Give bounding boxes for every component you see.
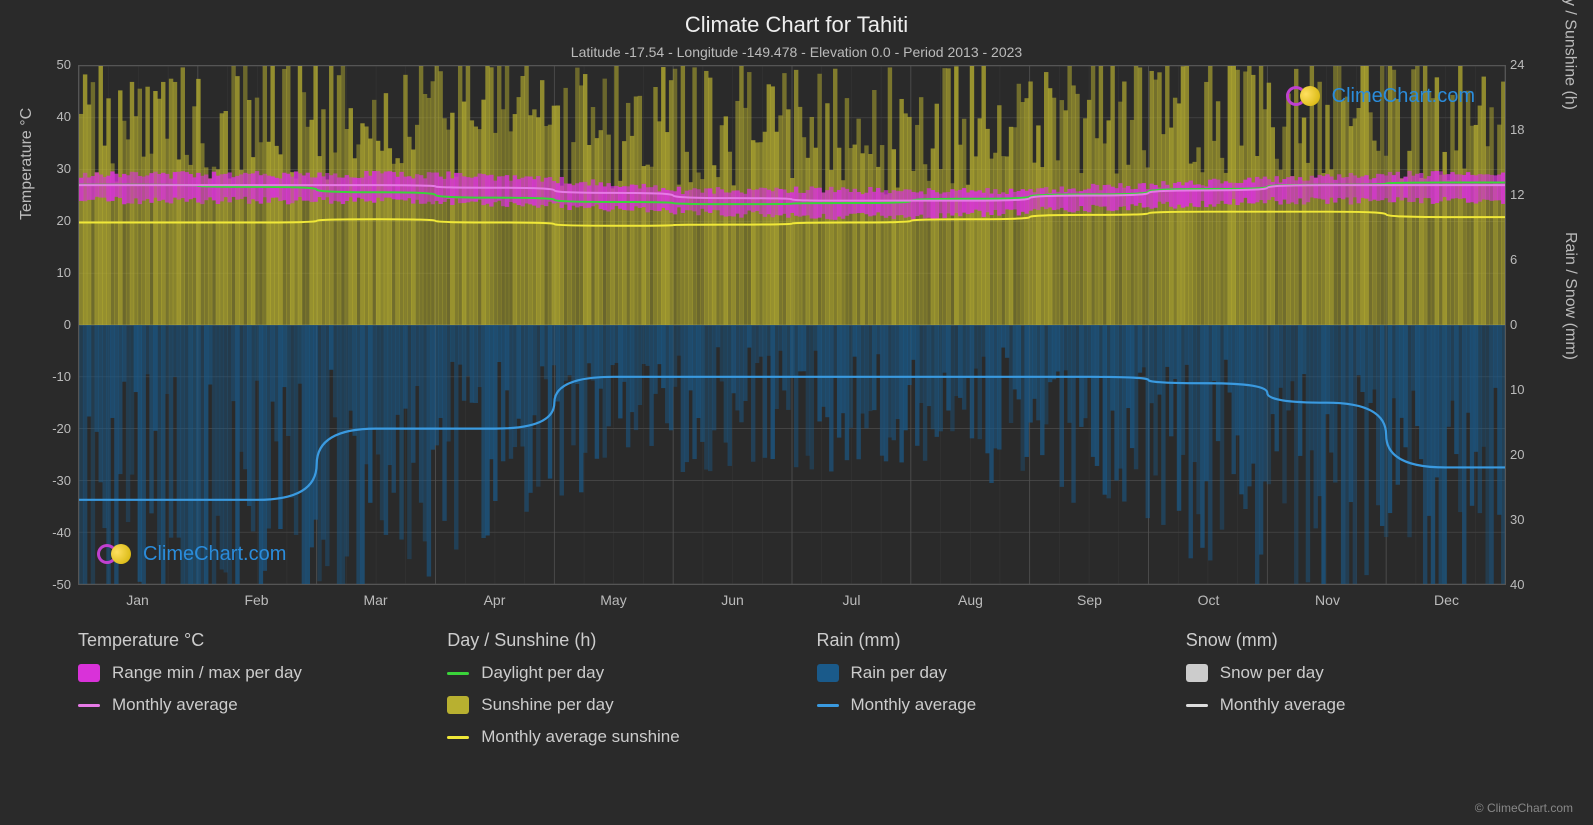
ytick-left: 30 [21,161,71,176]
chart-title: Climate Chart for Tahiti [0,0,1593,38]
swatch-rain-avg [817,704,839,707]
xtick-month: Apr [470,592,520,608]
ytick-right-sun: 24 [1510,57,1550,72]
swatch-temp-range [78,664,100,682]
chart-subtitle: Latitude -17.54 - Longitude -149.478 - E… [0,38,1593,60]
ytick-left: -40 [21,525,71,540]
legend-temp-header: Temperature °C [78,630,407,651]
logo-icon [97,542,137,566]
ytick-right-rain: 20 [1510,447,1550,462]
legend-rain-header: Rain (mm) [817,630,1146,651]
legend-snow-avg: Monthly average [1186,695,1515,715]
ytick-right-rain: 10 [1510,382,1550,397]
swatch-snow [1186,664,1208,682]
ytick-right-sun: 12 [1510,187,1550,202]
swatch-rain [817,664,839,682]
xtick-month: Jul [827,592,877,608]
right-axis-bottom-label: Rain / Snow (mm) [1561,232,1579,360]
legend-snow-perday: Snow per day [1186,663,1515,683]
right-axis-top-label: Day / Sunshine (h) [1561,0,1579,110]
ytick-right-rain: 30 [1510,512,1550,527]
legend-temp-col: Temperature °C Range min / max per day M… [78,630,407,747]
xtick-month: Feb [232,592,282,608]
watermark-text: ClimeChart.com [1332,85,1475,108]
xtick-month: Nov [1303,592,1353,608]
watermark-bottom: ClimeChart.com [97,542,286,566]
ytick-left: -20 [21,421,71,436]
ytick-right-sun: 0 [1510,317,1550,332]
legend-rain-avg: Monthly average [817,695,1146,715]
xtick-month: Oct [1184,592,1234,608]
xtick-month: Mar [351,592,401,608]
legend-snow-header: Snow (mm) [1186,630,1515,651]
ytick-right-sun: 6 [1510,252,1550,267]
ytick-right-sun: 18 [1510,122,1550,137]
watermark-text: ClimeChart.com [143,543,286,566]
legend-snow-col: Snow (mm) Snow per day Monthly average [1186,630,1515,747]
swatch-snow-avg [1186,704,1208,707]
legend-temp-avg: Monthly average [78,695,407,715]
legend-day-col: Day / Sunshine (h) Daylight per day Suns… [447,630,776,747]
chart-svg [79,66,1505,584]
ytick-left: 0 [21,317,71,332]
xtick-month: Jun [708,592,758,608]
legend-temp-range: Range min / max per day [78,663,407,683]
xtick-month: May [589,592,639,608]
chart-plot-area: ClimeChart.com ClimeChart.com [78,65,1506,585]
xtick-month: Sep [1065,592,1115,608]
swatch-sunshine [447,696,469,714]
ytick-left: -30 [21,473,71,488]
legend-rain-col: Rain (mm) Rain per day Monthly average [817,630,1146,747]
ytick-left: 40 [21,109,71,124]
xtick-month: Jan [113,592,163,608]
swatch-sunshine-avg [447,736,469,739]
ytick-left: -10 [21,369,71,384]
legend-rain-perday: Rain per day [817,663,1146,683]
swatch-temp-avg [78,704,100,707]
legend: Temperature °C Range min / max per day M… [78,630,1515,747]
legend-daylight: Daylight per day [447,663,776,683]
ytick-right-rain: 40 [1510,577,1550,592]
xtick-month: Aug [946,592,996,608]
swatch-daylight [447,672,469,675]
copyright: © ClimeChart.com [1475,801,1573,815]
legend-sunshine: Sunshine per day [447,695,776,715]
ytick-left: -50 [21,577,71,592]
xtick-month: Dec [1422,592,1472,608]
ytick-left: 20 [21,213,71,228]
watermark-top: ClimeChart.com [1286,84,1475,108]
ytick-left: 10 [21,265,71,280]
legend-day-header: Day / Sunshine (h) [447,630,776,651]
ytick-left: 50 [21,57,71,72]
logo-icon [1286,84,1326,108]
legend-sunshine-avg: Monthly average sunshine [447,727,776,747]
